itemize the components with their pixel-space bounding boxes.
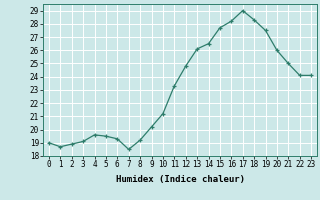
X-axis label: Humidex (Indice chaleur): Humidex (Indice chaleur) (116, 175, 244, 184)
